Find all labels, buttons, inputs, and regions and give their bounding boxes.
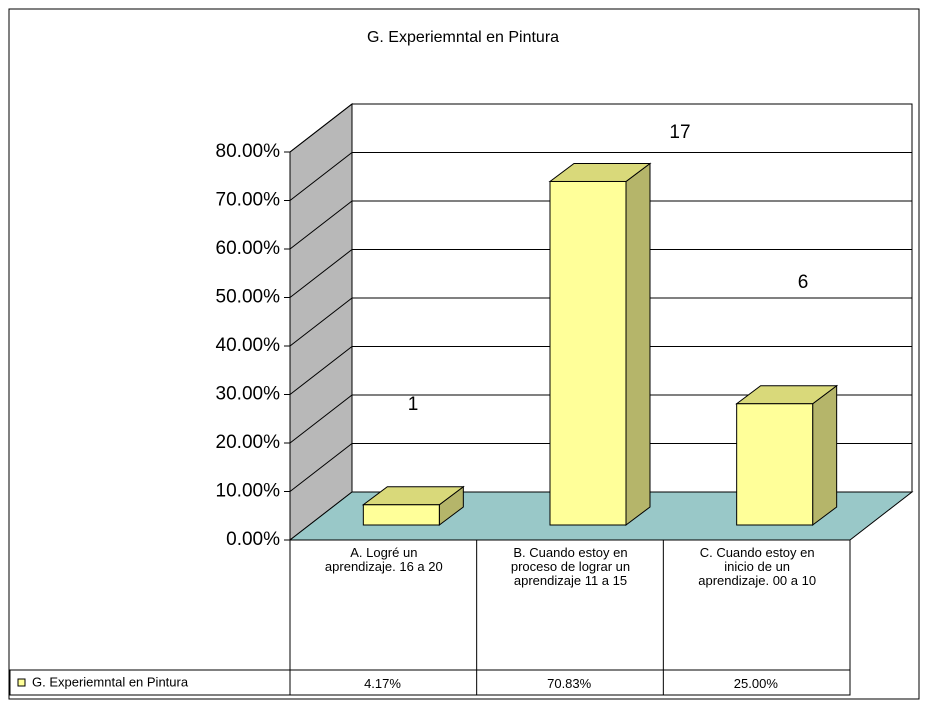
table-row [9, 669, 851, 696]
y-tick-label: 70.00% [216, 190, 281, 211]
legend-key [17, 678, 26, 687]
y-tick-label: 30.00% [216, 384, 281, 405]
bar-side [625, 162, 651, 526]
bar [362, 504, 440, 526]
bar-side [812, 384, 838, 526]
grid-line [289, 297, 912, 347]
grid-line [289, 443, 912, 492]
y-tick-label: 0.00% [226, 529, 280, 550]
table-value: 70.83% [547, 676, 592, 691]
data-label: 17 [669, 122, 690, 143]
y-tick-label: 20.00% [216, 432, 281, 453]
y-tick-label: 50.00% [216, 287, 281, 308]
bar [549, 180, 627, 526]
data-label: 6 [798, 272, 809, 293]
grid-line [289, 103, 912, 153]
y-tick-label: 80.00% [216, 141, 281, 162]
chart-title: G. Experiemntal en Pintura [367, 29, 559, 46]
y-tick-label: 60.00% [216, 238, 281, 259]
grid-line [289, 394, 912, 444]
grid-line [289, 200, 912, 250]
y-tick-label: 10.00% [216, 481, 281, 502]
x-tick-label: B. Cuando estoy en proceso de lograr un … [510, 545, 631, 588]
grid-line [289, 152, 912, 201]
data-label: 1 [408, 394, 419, 415]
y-tick-label: 40.00% [216, 335, 281, 356]
table-value: 25.00% [733, 676, 778, 691]
grid-line [289, 346, 912, 395]
x-tick-label: A. Logré un aprendizaje. 16 a 20 [324, 545, 443, 574]
legend-label: G. Experiemntal en Pintura [32, 674, 189, 689]
table-value: 4.17% [364, 676, 401, 691]
grid-line [289, 249, 912, 298]
bar [736, 403, 814, 526]
x-tick-label: C. Cuando estoy en inicio de un aprendiz… [698, 545, 817, 588]
